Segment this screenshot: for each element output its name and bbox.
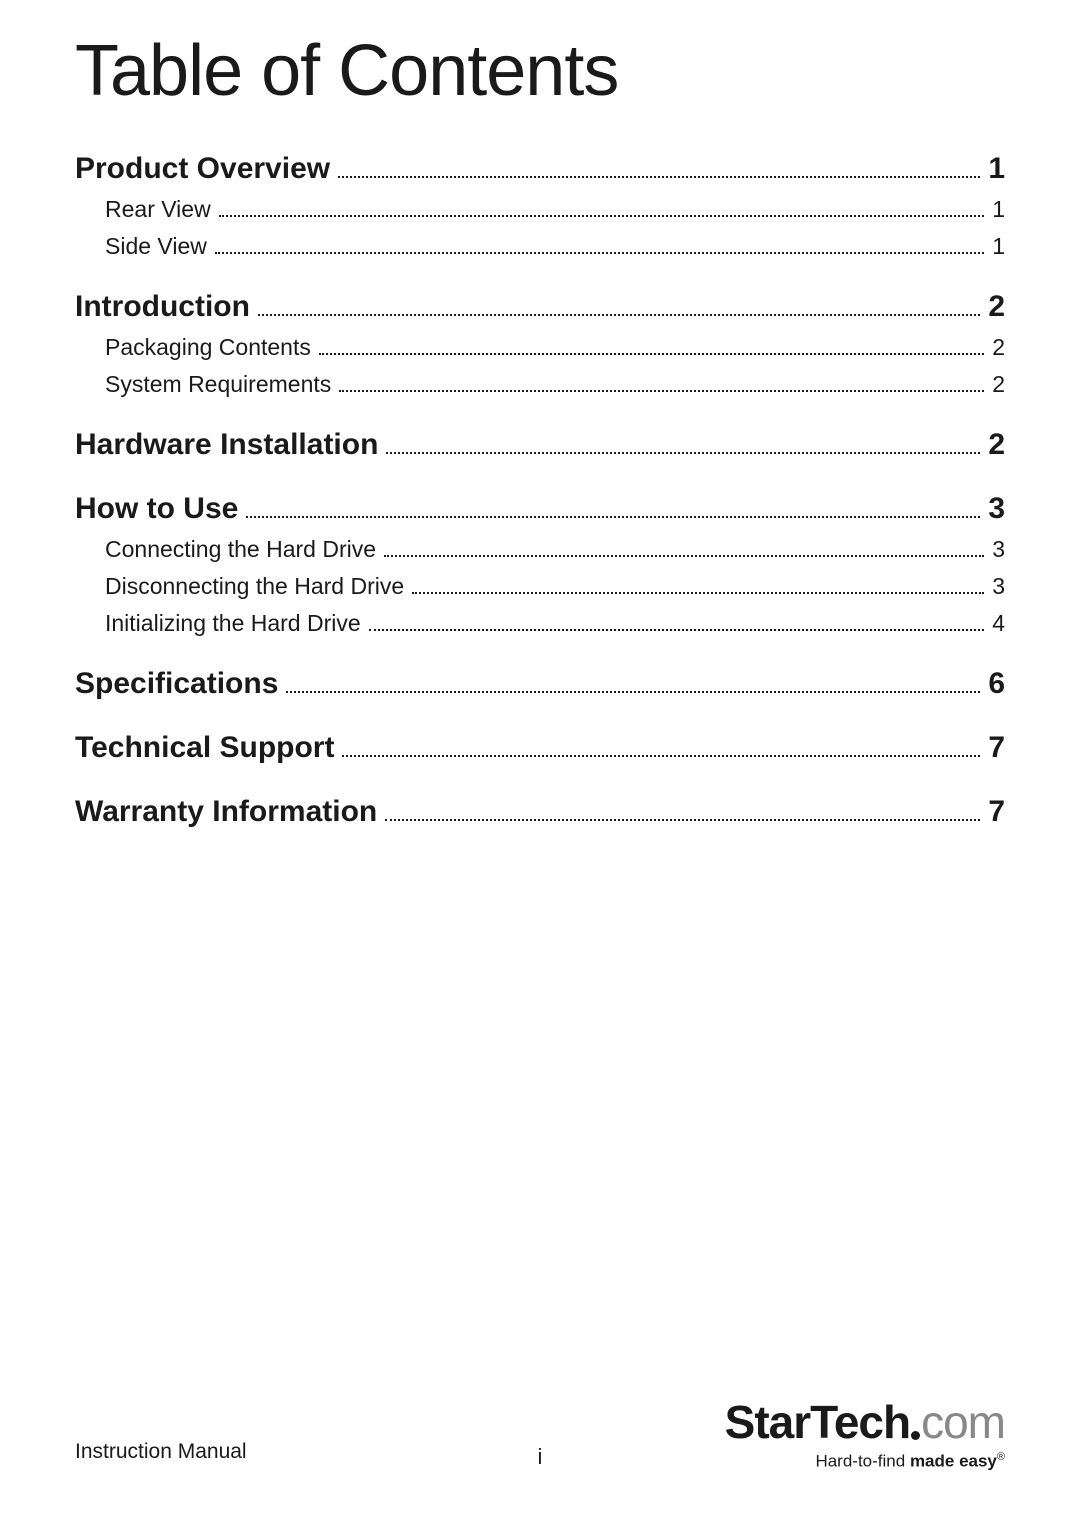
toc-section[interactable]: Hardware Installation 2 [75, 428, 1005, 462]
toc-label: Product Overview [75, 152, 334, 186]
toc-subsection[interactable]: Rear View 1 [105, 196, 1005, 223]
toc-page-number: 2 [988, 334, 1005, 361]
toc-page-number: 7 [984, 731, 1005, 765]
brand-logo-text: StarTechcom [725, 1399, 1005, 1445]
brand-strapline: Hard-to-find made easy® [725, 1451, 1005, 1472]
strapline-b: made easy [910, 1452, 997, 1471]
toc-page-number: 3 [988, 573, 1005, 600]
toc-page-number: 2 [988, 371, 1005, 398]
brand-light: com [921, 1396, 1005, 1448]
toc-section[interactable]: How to Use 3 [75, 492, 1005, 526]
toc-subsection[interactable]: Side View 1 [105, 233, 1005, 260]
toc-page-number: 1 [988, 196, 1005, 223]
toc-page-number: 3 [988, 536, 1005, 563]
toc-label: Specifications [75, 667, 282, 701]
toc-section[interactable]: Warranty Information 7 [75, 795, 1005, 829]
brand-dot-icon [911, 1431, 920, 1440]
toc-subsection[interactable]: Initializing the Hard Drive 4 [105, 610, 1005, 637]
toc-leader [339, 390, 984, 392]
page-footer: Instruction Manual i StarTechcom Hard-to… [75, 1352, 1005, 1472]
toc-leader [384, 555, 984, 557]
registered-mark: ® [997, 1451, 1005, 1463]
toc-leader [412, 592, 984, 594]
toc-page-number: 1 [984, 152, 1005, 186]
toc-label: Side View [105, 233, 211, 260]
toc-leader [215, 252, 984, 254]
toc-leader [386, 452, 980, 454]
toc-section[interactable]: Introduction 2 [75, 290, 1005, 324]
toc-label: Initializing the Hard Drive [105, 610, 365, 637]
toc-section[interactable]: Specifications 6 [75, 667, 1005, 701]
toc-page-number: 2 [984, 290, 1005, 324]
page-container: Table of Contents Product Overview 1Rear… [0, 0, 1080, 1522]
toc-label: Introduction [75, 290, 254, 324]
toc-leader [219, 215, 985, 217]
toc-label: Connecting the Hard Drive [105, 536, 380, 563]
toc-leader [246, 516, 980, 518]
strapline-a: Hard-to-find [815, 1452, 909, 1471]
toc-leader [342, 755, 980, 757]
toc-section[interactable]: Technical Support 7 [75, 731, 1005, 765]
toc-subsection[interactable]: System Requirements 2 [105, 371, 1005, 398]
toc-page-number: 4 [988, 610, 1005, 637]
toc-label: Disconnecting the Hard Drive [105, 573, 408, 600]
toc-page-number: 6 [984, 667, 1005, 701]
brand-logo: StarTechcom Hard-to-find made easy® [725, 1399, 1005, 1472]
footer-left-text: Instruction Manual [75, 1440, 247, 1464]
toc-leader [258, 314, 980, 316]
toc-page-number: 3 [984, 492, 1005, 526]
toc-leader [369, 629, 985, 631]
toc-subsection[interactable]: Disconnecting the Hard Drive 3 [105, 573, 1005, 600]
toc-leader [286, 691, 980, 693]
toc-label: Warranty Information [75, 795, 381, 829]
brand-bold: StarTech [725, 1396, 910, 1448]
toc-leader [338, 176, 980, 178]
table-of-contents: Product Overview 1Rear View 1Side View 1… [75, 152, 1005, 829]
toc-leader [319, 353, 984, 355]
toc-subsection[interactable]: Packaging Contents 2 [105, 334, 1005, 361]
toc-page-number: 7 [984, 795, 1005, 829]
toc-label: System Requirements [105, 371, 335, 398]
page-title: Table of Contents [75, 30, 1005, 112]
toc-label: Rear View [105, 196, 215, 223]
toc-section[interactable]: Product Overview 1 [75, 152, 1005, 186]
toc-subsection[interactable]: Connecting the Hard Drive 3 [105, 536, 1005, 563]
footer-page-number: i [538, 1444, 543, 1470]
toc-page-number: 2 [984, 428, 1005, 462]
toc-leader [385, 819, 980, 821]
toc-label: Hardware Installation [75, 428, 382, 462]
toc-label: How to Use [75, 492, 242, 526]
toc-label: Packaging Contents [105, 334, 315, 361]
toc-page-number: 1 [988, 233, 1005, 260]
toc-label: Technical Support [75, 731, 338, 765]
